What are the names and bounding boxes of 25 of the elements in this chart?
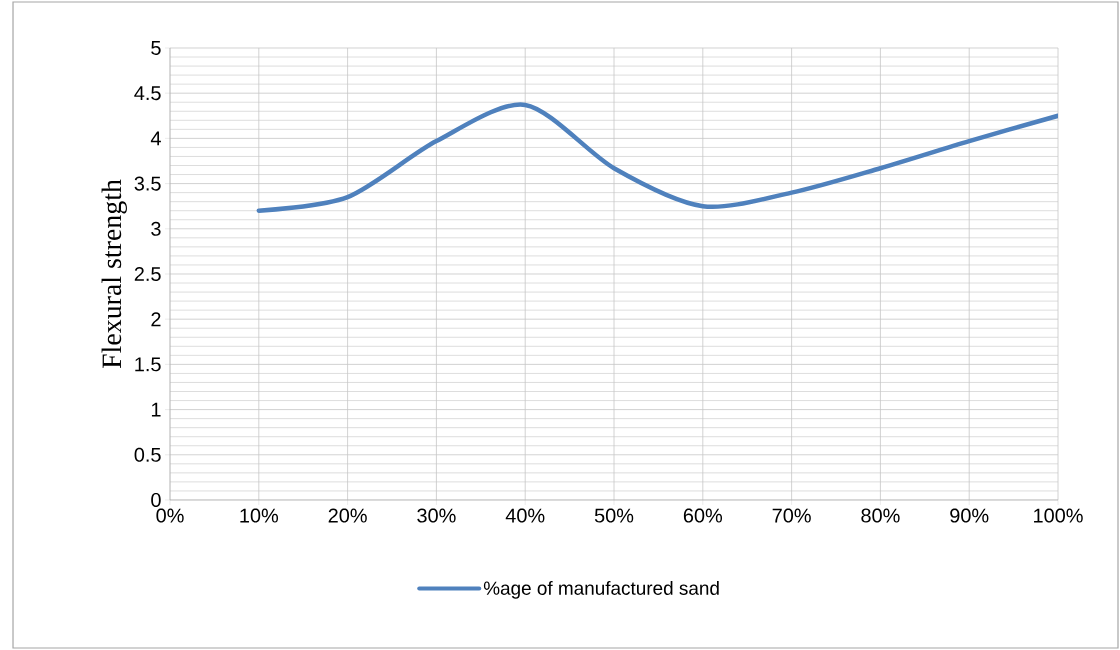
y-tick-label: 1: [151, 402, 161, 417]
y-tick-label: 2.5: [134, 266, 161, 282]
x-tick-label: 100%: [1034, 508, 1083, 523]
y-tick-label: 0: [151, 492, 161, 508]
y-tick-label: 4.5: [134, 86, 161, 101]
x-tick-label: 0%: [156, 508, 184, 523]
y-tick-label: 2: [151, 312, 161, 327]
line-series: [256, 102, 1059, 213]
x-tick-label: 30%: [417, 508, 456, 523]
x-tick-label: 70%: [772, 508, 811, 523]
x-tick-label: 90%: [950, 508, 989, 523]
legend-label: %age of manufactured sand: [483, 581, 719, 599]
x-tick-label: 20%: [328, 508, 367, 523]
x-tick-label: 60%: [683, 508, 723, 523]
y-tick-label: 3.5: [134, 176, 161, 191]
x-tick-label: 10%: [240, 508, 279, 523]
y-tick-label: 5: [151, 41, 161, 55]
y-axis-title: Flexural strength: [101, 179, 127, 369]
y-tick-label: 4: [150, 131, 161, 146]
x-tick-label: 50%: [594, 508, 634, 523]
x-tick-label: 80%: [861, 508, 900, 523]
y-tick-label: 3: [151, 221, 161, 236]
y-tick-label: 1.5: [135, 357, 161, 372]
y-tick-label: 0.5: [134, 447, 161, 462]
x-tick-label: 40%: [505, 508, 545, 523]
